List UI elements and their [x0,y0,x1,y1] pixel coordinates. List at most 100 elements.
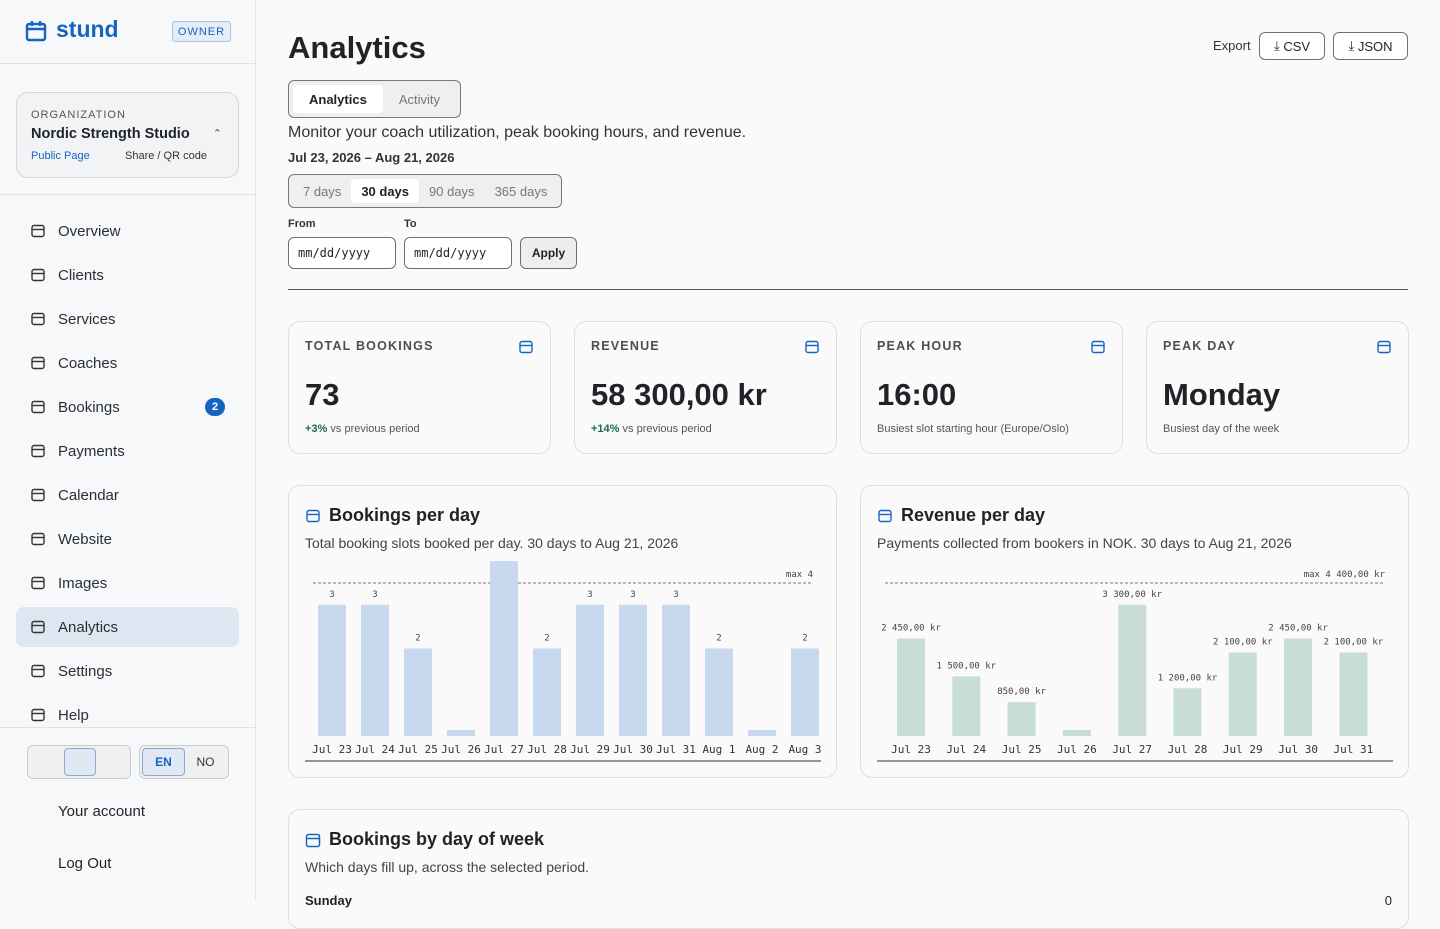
range-picker: 7 days 30 days 90 days 365 days [288,174,563,208]
bar [533,648,561,736]
public-page-link[interactable]: Public Page [31,150,90,162]
stat-note: Busiest day of the week [1163,423,1280,435]
nav-label: Services [58,310,116,328]
stat-value: 16:00 [877,377,957,412]
export-label: Export [1213,38,1251,53]
brand[interactable]: stund [56,16,119,42]
bar [1284,638,1313,736]
value-label: 2 100,00 kr [1324,637,1384,647]
nav-badge: 2 [205,398,225,416]
icon [1091,340,1105,354]
nav-label: Settings [58,662,113,680]
weekday-card: Bookings by day of week Which days fill … [288,809,1409,929]
stat-card: PEAK DAY Monday Busiest day of the week [1146,321,1409,454]
x-tick-label: Jul 28 [527,743,567,756]
to-input[interactable]: mm/dd/yyyy [404,237,512,269]
nav-item[interactable]: Settings [16,651,239,691]
bar [705,648,733,736]
account-link[interactable]: Your account [58,803,146,820]
value-label: 1 500,00 kr [936,661,996,671]
value-label: 2 [802,634,807,644]
nav-item[interactable]: Images [16,563,239,603]
divider [288,289,1408,290]
brand-icon [25,21,47,42]
icon [805,340,819,354]
value-label: 3 [372,590,377,600]
bar [318,604,346,736]
x-tick-label: Aug 2 [745,743,778,756]
segment-option[interactable]: 7 days [303,183,342,199]
x-tick-label: Jul 31 [1334,743,1374,756]
share-link[interactable]: Share / QR code [125,150,207,162]
nav-label: Bookings [58,398,120,416]
stat-label: REVENUE [591,339,660,353]
org-switch[interactable]: ⌃ [212,128,222,140]
theme-toggle[interactable] [27,745,131,779]
nav-item[interactable]: Overview [16,211,239,251]
icon [31,708,45,722]
export-csv-label: CSV [1283,38,1311,54]
nav-item[interactable]: Analytics [16,607,239,647]
icon [1377,340,1391,354]
icon [31,268,45,282]
nav-label: Help [58,706,89,724]
value-label: 3 300,00 kr [1102,590,1162,600]
weekday-title: Bookings by day of week [329,829,545,849]
chart-card: Revenue per day Payments collected from b… [860,485,1409,778]
stat-value: 73 [305,377,340,412]
segment-option[interactable]: Activity [398,91,440,107]
x-tick-label: Jul 30 [1278,743,1318,756]
x-tick-label: Jul 28 [1168,743,1208,756]
from-input[interactable]: mm/dd/yyyy [288,237,396,269]
export-json[interactable]: ⤓ JSON [1333,32,1408,60]
stat-note: Busiest slot starting hour (Europe/Oslo) [877,423,1069,435]
nav-item[interactable]: Payments [16,431,239,471]
bar [404,648,432,736]
nav-item[interactable]: Bookings 2 [16,387,239,427]
bar [619,604,647,736]
theme-selected[interactable] [64,748,96,776]
stat-note: vs previous period [330,423,420,435]
icon [878,509,892,523]
from-label: From [288,218,316,230]
icon [31,576,45,590]
icon [31,400,45,414]
x-tick-label: Jul 31 [656,743,696,756]
chart-subtitle: Payments collected from bookers in NOK. … [877,535,1292,551]
icon [31,224,45,238]
value-label: 3 [630,590,635,600]
value-label: 3 [587,590,592,600]
x-tick-label: Jul 24 [946,743,986,756]
apply-button[interactable]: Apply [520,237,577,269]
nav-label: Calendar [58,486,119,504]
segment-option[interactable]: Analytics [293,85,383,113]
bar [897,638,925,736]
x-tick-label: Jul 29 [1223,743,1263,756]
nav-item[interactable]: Help [16,695,239,735]
segment-option[interactable]: 365 days [494,183,548,199]
org-card[interactable]: ORGANIZATION Nordic Strength Studio ⌃ Pu… [16,92,239,178]
segment-option[interactable]: 90 days [429,183,475,199]
nav-label: Clients [58,266,104,284]
export-csv[interactable]: ⤓ CSV [1259,32,1325,60]
nav-item[interactable]: Services [16,299,239,339]
language-option[interactable]: NO [196,755,215,769]
icon [31,532,45,546]
nav-item[interactable]: Calendar [16,475,239,515]
nav-item[interactable]: Coaches [16,343,239,383]
org-label: ORGANIZATION [31,109,126,121]
logout-link[interactable]: Log Out [58,855,112,872]
chart-title: Revenue per day [901,505,1046,525]
tabs: Analytics Activity [288,80,461,118]
stat-card: PEAK HOUR 16:00 Busiest slot starting hour… [860,321,1123,454]
segment-option[interactable]: 30 days [351,179,420,203]
nav-label: Overview [58,222,121,240]
value-label: 2 [544,634,549,644]
x-tick-label: Jul 30 [613,743,653,756]
x-tick-label: Aug 3 [788,743,821,756]
nav-item[interactable]: Clients [16,255,239,295]
x-tick-label: Jul 25 [1002,743,1042,756]
sidebar: stund OWNER ORGANIZATION Nordic Strength… [0,0,256,900]
nav-item[interactable]: Website [16,519,239,559]
language-option[interactable]: EN [142,748,185,776]
